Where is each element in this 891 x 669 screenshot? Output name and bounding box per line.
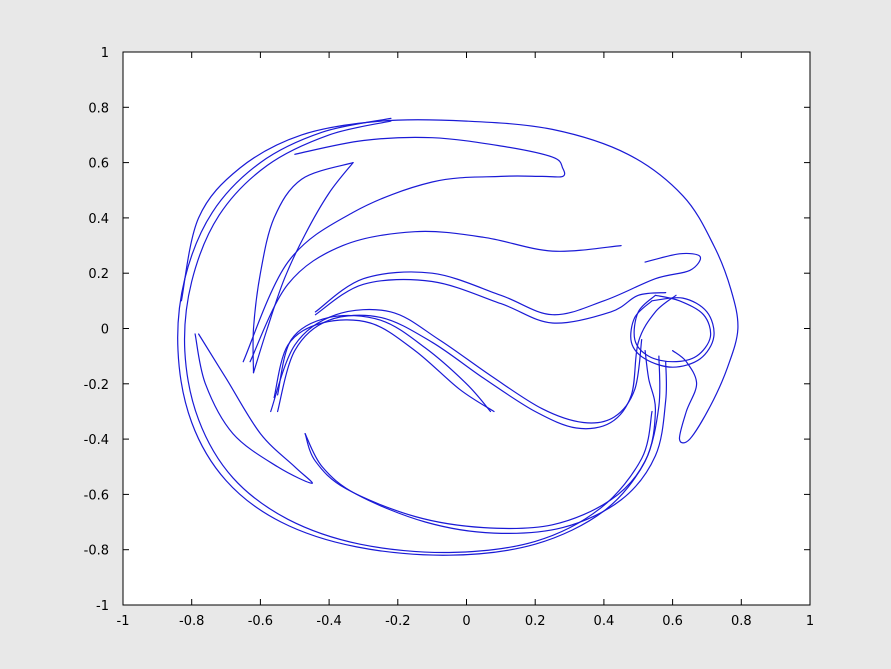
y-tick-label: -0.4 (84, 433, 109, 448)
y-tick-label: 0.4 (88, 212, 109, 227)
x-tick-label: 0.6 (662, 614, 683, 629)
y-tick-label: 0 (101, 323, 109, 338)
y-tick-label: 0.6 (88, 157, 109, 172)
series-curve-17 (630, 297, 715, 368)
x-tick-label: 0.8 (731, 614, 752, 629)
y-tick-label: -1 (96, 599, 109, 614)
series-curve-7 (249, 230, 622, 363)
series-curve-9 (314, 278, 667, 324)
x-tick-label: -0.8 (179, 614, 204, 629)
y-tick-label: -0.2 (84, 378, 109, 393)
y-tick-label: -0.8 (84, 544, 109, 559)
series-curve-11 (270, 308, 643, 424)
plot-area (123, 52, 810, 605)
series-curve-15 (304, 355, 661, 530)
x-tick-label: -0.4 (316, 614, 341, 629)
x-tick-label: 0.4 (594, 614, 615, 629)
x-tick-label: -0.2 (385, 614, 410, 629)
y-tick-label: -0.6 (84, 488, 109, 503)
x-tick-label: 1 (806, 614, 814, 629)
y-tick-label: 0.2 (88, 267, 109, 282)
plot-content (177, 117, 739, 556)
y-tick-label: 1 (101, 46, 109, 61)
series-curve-10 (277, 294, 677, 430)
x-axis: -1 -0.8 -0.6 -0.4 -0.2 0 0.2 0.4 0.6 0.8 1 (117, 52, 814, 629)
series-curve-4 (252, 162, 354, 374)
series-curve-6 (242, 136, 566, 363)
y-tick-label: 0.8 (88, 101, 109, 116)
series-curve-3 (180, 119, 739, 444)
series-curve-14 (194, 333, 313, 484)
y-axis: -1 -0.8 -0.6 -0.4 -0.2 0 0.2 0.4 0.6 0.8 1 (84, 46, 810, 614)
x-tick-label: 0 (462, 614, 470, 629)
series-curve-8 (314, 252, 702, 316)
x-tick-label: 0.2 (525, 614, 546, 629)
series-curve-13 (277, 314, 492, 413)
series-curve-18 (633, 294, 712, 363)
series-curve-16 (304, 361, 668, 535)
x-tick-label: -1 (117, 614, 130, 629)
series-curve-5 (252, 162, 354, 374)
x-tick-label: -0.6 (248, 614, 273, 629)
